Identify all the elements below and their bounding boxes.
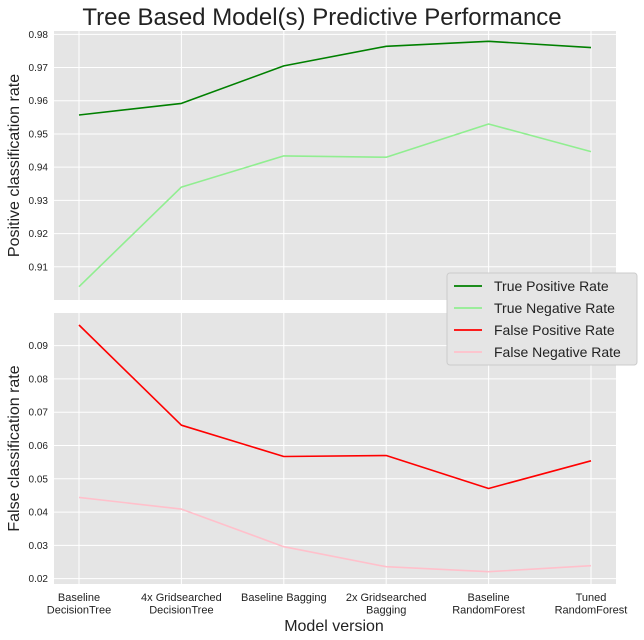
y-tick-label: 0.09 bbox=[29, 341, 49, 352]
x-tick-label: Tuned RandomForest bbox=[555, 592, 628, 617]
y-tick-label: 0.94 bbox=[29, 163, 49, 174]
x-tick-label: Baseline RandomForest bbox=[452, 592, 525, 617]
legend-entry: True Positive Rate bbox=[494, 278, 609, 294]
y-tick-label: 0.93 bbox=[29, 196, 49, 207]
y-tick-label: 0.04 bbox=[29, 508, 49, 519]
x-axis-label: Model version bbox=[284, 618, 384, 635]
x-tick-label: 4x Gridsearched DecisionTree bbox=[141, 592, 222, 617]
y-tick-label: 0.05 bbox=[29, 474, 49, 485]
y-tick-label: 0.98 bbox=[29, 30, 49, 41]
plot-background bbox=[54, 31, 616, 300]
x-tick-label: Baseline DecisionTree bbox=[47, 592, 111, 617]
series-line-true-positive-rate bbox=[78, 40, 592, 116]
legend-entry: True Negative Rate bbox=[494, 300, 615, 316]
y-tick-label: 0.92 bbox=[29, 229, 49, 240]
y-tick-label: 0.91 bbox=[29, 262, 49, 273]
legend-box bbox=[446, 272, 638, 366]
legend: True Positive Rate True Negative Rate Fals… bbox=[446, 272, 638, 366]
x-tick-label: 2x Gridsearched Bagging bbox=[346, 592, 427, 617]
x-tick-label: Baseline Bagging bbox=[241, 592, 327, 604]
y-tick-label: 0.02 bbox=[29, 574, 49, 585]
chart-title: Tree Based Model(s) Predictive Performan… bbox=[82, 4, 561, 31]
y-tick-label: 0.95 bbox=[29, 129, 49, 140]
panel-1: 0.91 0.92 0.93 0.94 0.95 0.96 0.97 0.98 Positive… bbox=[6, 30, 616, 300]
series-line-false-positive-rate bbox=[78, 324, 592, 490]
series-line-false-negative-rate bbox=[78, 496, 592, 573]
legend-entry: False Positive Rate bbox=[494, 322, 615, 338]
y-tick-label: 0.07 bbox=[29, 408, 49, 419]
y-axis-label: False classification rate bbox=[6, 365, 23, 531]
y-tick-label: 0.08 bbox=[29, 374, 49, 385]
y-tick-label: 0.96 bbox=[29, 96, 49, 107]
y-tick-label: 0.03 bbox=[29, 541, 49, 552]
plots: 0.91 0.92 0.93 0.94 0.95 0.96 0.97 0.98 Positive… bbox=[6, 30, 627, 617]
y-tick-label: 0.97 bbox=[29, 63, 49, 74]
series-line-true-negative-rate bbox=[78, 123, 592, 288]
y-axis-label: Positive classification rate bbox=[6, 74, 23, 257]
legend-entry: False Negative Rate bbox=[494, 344, 621, 360]
y-tick-label: 0.06 bbox=[29, 441, 49, 452]
